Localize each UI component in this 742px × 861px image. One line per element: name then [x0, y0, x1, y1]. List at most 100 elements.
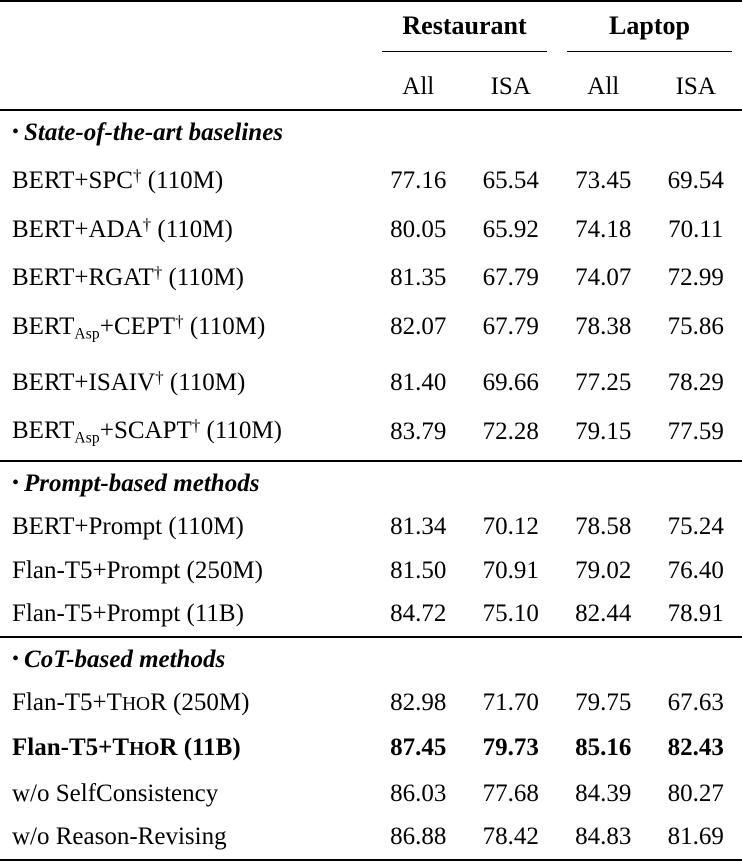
method-name-cell: BERTAsp+CEPT† (110M) — [0, 300, 372, 356]
cell-laptop-all: 74.18 — [557, 203, 650, 252]
smallcaps-middle: HO — [129, 739, 159, 760]
section-title: Prompt-based methods — [24, 470, 259, 497]
cell-laptop-all: 79.15 — [557, 404, 650, 461]
cell-restaurant-all: 86.88 — [372, 815, 465, 860]
section-header-row: •CoT-based methods — [0, 637, 742, 681]
cell-restaurant-all: 81.35 — [372, 251, 465, 300]
cell-laptop-all: 78.38 — [557, 300, 650, 356]
bullet-icon: • — [12, 121, 24, 143]
cell-restaurant-isa: 67.79 — [465, 251, 558, 300]
cmidrule-spacer — [0, 51, 372, 65]
cell-restaurant-isa: 75.10 — [465, 592, 558, 637]
smallcaps-cap-last: R — [150, 689, 167, 716]
method-name: Flan-T5+Prompt (11B) — [12, 600, 244, 627]
bullet-icon: • — [12, 472, 24, 494]
cell-restaurant-isa: 77.68 — [465, 772, 558, 816]
method-name-cell: Flan-T5+Prompt (11B) — [0, 592, 372, 637]
cell-laptop-isa: 82.43 — [650, 726, 742, 772]
cell-restaurant-isa: 67.79 — [465, 300, 558, 356]
cell-laptop-all: 85.16 — [557, 726, 650, 772]
method-name: Flan-T5+Prompt (250M) — [12, 557, 263, 584]
smallcaps-cap-first: T — [107, 689, 122, 716]
method-name-continued: +SCAPT — [100, 418, 192, 445]
cell-laptop-all: 78.58 — [557, 505, 650, 549]
cell-laptop-isa: 75.24 — [650, 505, 742, 549]
method-param-count: (110M) — [184, 313, 266, 340]
cell-laptop-isa: 77.59 — [650, 404, 742, 461]
cell-laptop-all: 84.83 — [557, 815, 650, 860]
cell-laptop-isa: 67.63 — [650, 681, 742, 727]
cell-laptop-all: 82.44 — [557, 592, 650, 637]
subheader-laptop-isa: ISA — [650, 65, 742, 110]
method-name-cell: Flan-T5+THOR (250M) — [0, 681, 372, 727]
dagger-icon: † — [155, 368, 164, 387]
cell-restaurant-all: 84.72 — [372, 592, 465, 637]
method-param-count: (110M) — [151, 216, 233, 243]
cell-restaurant-all: 83.79 — [372, 404, 465, 461]
cmidrule-restaurant — [372, 51, 557, 65]
method-name-cell: BERT+ADA† (110M) — [0, 203, 372, 252]
method-name-cell: w/o Reason-Revising — [0, 815, 372, 860]
cell-restaurant-all: 81.40 — [372, 356, 465, 405]
table-header: Restaurant Laptop All ISA All ISA — [0, 1, 742, 110]
method-name-cell: Flan-T5+THOR (11B) — [0, 726, 372, 772]
header-subcolumn-row: All ISA All ISA — [0, 65, 742, 110]
cell-laptop-all: 79.75 — [557, 681, 650, 727]
cell-laptop-isa: 69.54 — [650, 154, 742, 203]
cell-laptop-all: 84.39 — [557, 772, 650, 816]
method-name: BERT+SPC — [12, 167, 133, 194]
method-smallcaps-name: THOR — [112, 734, 177, 761]
method-param-count: (110M) — [200, 418, 282, 445]
smallcaps-cap-first: T — [112, 734, 129, 761]
cell-restaurant-isa: 79.73 — [465, 726, 558, 772]
method-name-cell: BERT+Prompt (110M) — [0, 505, 372, 549]
section-header: •Prompt-based methods — [0, 461, 742, 505]
cell-restaurant-isa: 65.92 — [465, 203, 558, 252]
cell-restaurant-all: 86.03 — [372, 772, 465, 816]
method-name: BERT+Prompt (110M) — [12, 513, 244, 540]
method-subscript: Asp — [74, 325, 99, 342]
cell-laptop-all: 73.45 — [557, 154, 650, 203]
section-title: State-of-the-art baselines — [24, 119, 283, 146]
cell-restaurant-all: 82.07 — [372, 300, 465, 356]
cell-restaurant-isa: 72.28 — [465, 404, 558, 461]
method-param-count: (110M) — [162, 264, 244, 291]
cell-restaurant-all: 77.16 — [372, 154, 465, 203]
method-name-cell: BERTAsp+SCAPT† (110M) — [0, 404, 372, 461]
smallcaps-middle: HO — [122, 694, 150, 715]
cell-restaurant-isa: 70.91 — [465, 549, 558, 593]
method-name-continued: +CEPT — [100, 313, 175, 340]
header-group-row: Restaurant Laptop — [0, 1, 742, 51]
method-name: BERT+RGAT — [12, 264, 154, 291]
cell-laptop-isa: 78.91 — [650, 592, 742, 637]
method-name: BERT+ADA — [12, 216, 143, 243]
method-name-cell: Flan-T5+Prompt (250M) — [0, 549, 372, 593]
dagger-icon: † — [175, 312, 184, 331]
method-name: w/o Reason-Revising — [12, 823, 227, 850]
method-name: Flan-T5+ — [12, 734, 112, 761]
method-name: BERT — [12, 418, 74, 445]
dagger-icon: † — [143, 215, 152, 234]
method-name: Flan-T5+ — [12, 689, 107, 716]
cell-restaurant-all: 80.05 — [372, 203, 465, 252]
subheader-restaurant-isa: ISA — [465, 65, 558, 110]
smallcaps-cap-last: R — [159, 734, 177, 761]
subheader-spacer — [0, 65, 372, 110]
method-subscript: Asp — [74, 430, 99, 447]
cell-laptop-all: 77.25 — [557, 356, 650, 405]
cell-restaurant-all: 81.50 — [372, 549, 465, 593]
cell-laptop-isa: 75.86 — [650, 300, 742, 356]
cmidrule-row — [0, 51, 742, 65]
method-param-count: (11B) — [177, 734, 240, 761]
